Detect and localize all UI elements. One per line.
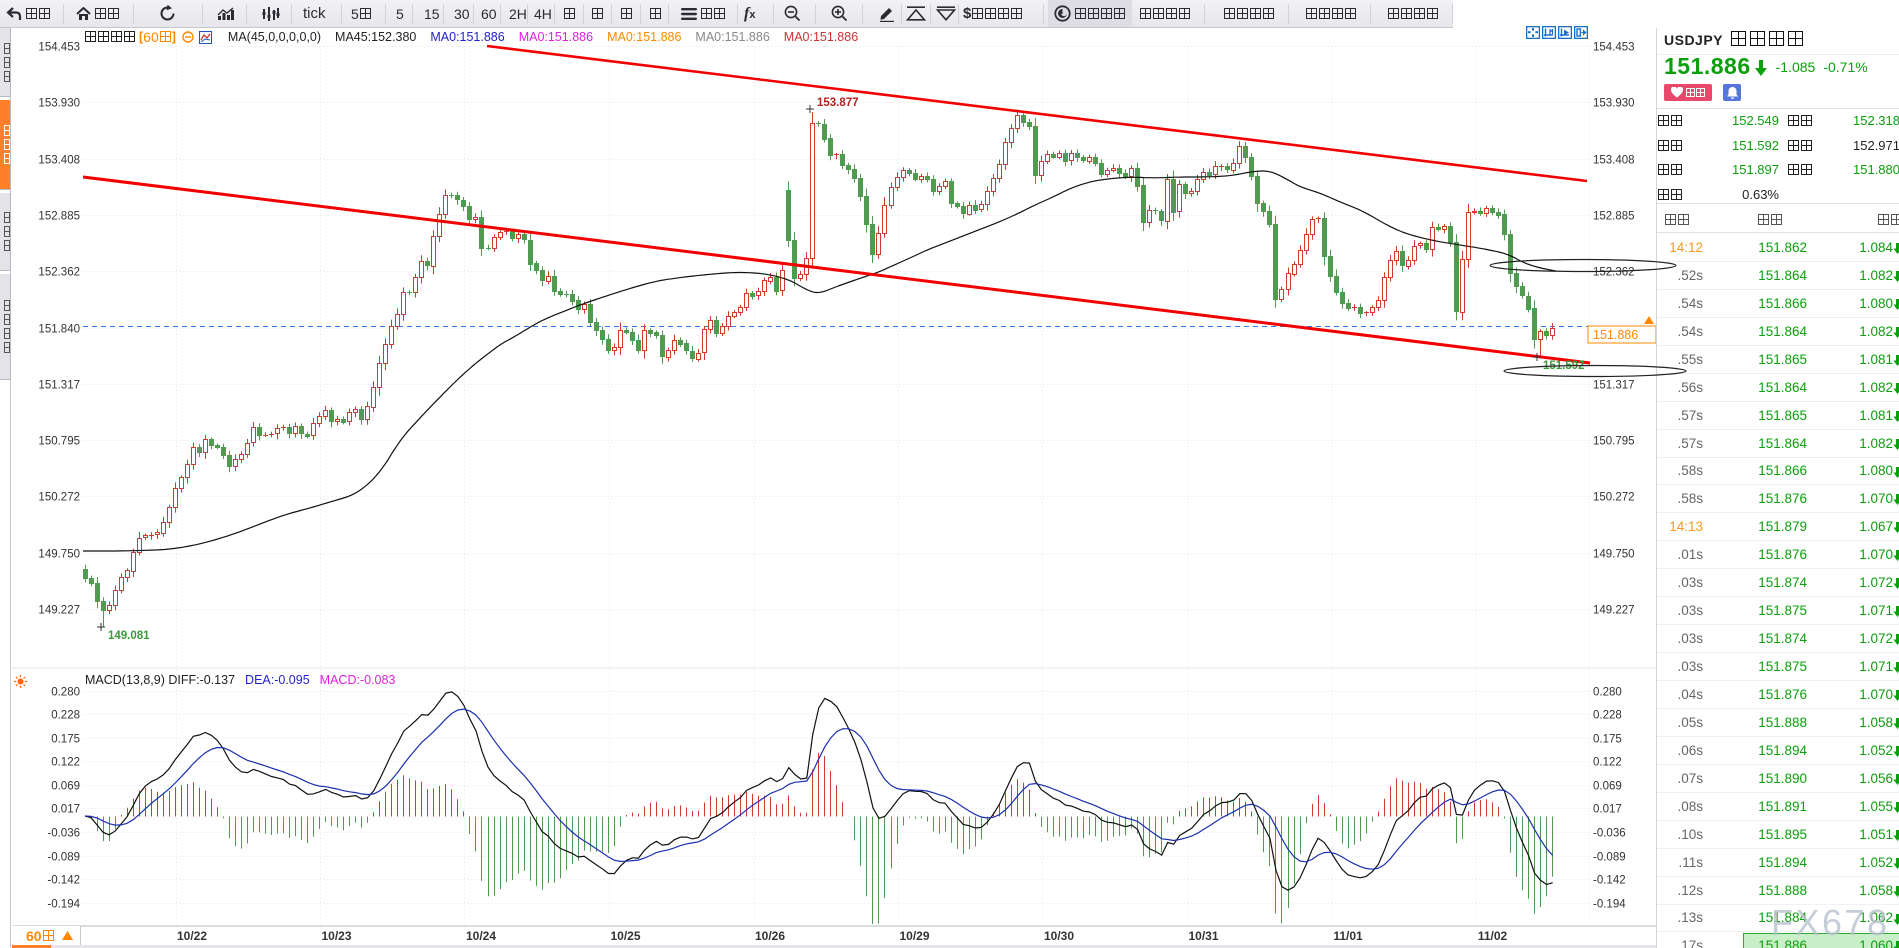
svg-text:152.885: 152.885 <box>1593 211 1635 223</box>
svg-text:150.795: 150.795 <box>1593 436 1635 448</box>
svg-text:151.886: 151.886 <box>1593 328 1638 342</box>
svg-text:-0.194: -0.194 <box>1593 899 1626 911</box>
svg-text:150.272: 150.272 <box>38 492 80 504</box>
svg-text:153.408: 153.408 <box>38 155 80 167</box>
svg-text:10/24: 10/24 <box>466 929 496 943</box>
svg-text:0.280: 0.280 <box>1593 687 1622 699</box>
svg-text:154.453: 154.453 <box>1593 42 1635 54</box>
svg-text:-0.142: -0.142 <box>47 875 80 887</box>
svg-text:10/26: 10/26 <box>755 929 785 943</box>
svg-text:-0.036: -0.036 <box>1593 828 1626 840</box>
svg-text:150.272: 150.272 <box>1593 492 1635 504</box>
svg-text:149.227: 149.227 <box>38 605 80 617</box>
svg-text:153.877: 153.877 <box>817 97 859 109</box>
svg-text:11/01: 11/01 <box>1333 929 1363 943</box>
svg-text:-0.089: -0.089 <box>1593 852 1626 864</box>
svg-text:0.228: 0.228 <box>51 710 80 722</box>
svg-text:10/29: 10/29 <box>899 929 929 943</box>
svg-text:151.840: 151.840 <box>38 324 80 336</box>
svg-text:10/25: 10/25 <box>610 929 640 943</box>
svg-text:-0.036: -0.036 <box>47 828 80 840</box>
svg-text:-0.089: -0.089 <box>47 852 80 864</box>
svg-text:149.750: 149.750 <box>38 549 80 561</box>
svg-text:11/02: 11/02 <box>1478 929 1508 943</box>
svg-text:0.122: 0.122 <box>51 757 80 769</box>
svg-text:152.362: 152.362 <box>1593 267 1635 279</box>
svg-text:0.017: 0.017 <box>1593 804 1622 816</box>
svg-text:0.228: 0.228 <box>1593 710 1622 722</box>
svg-text:149.750: 149.750 <box>1593 549 1635 561</box>
svg-text:153.930: 153.930 <box>1593 98 1635 110</box>
svg-text:150.795: 150.795 <box>38 436 80 448</box>
svg-text:0.017: 0.017 <box>51 804 80 816</box>
svg-text:10/30: 10/30 <box>1044 929 1074 943</box>
svg-text:10/31: 10/31 <box>1188 929 1218 943</box>
svg-text:10/22: 10/22 <box>177 929 207 943</box>
svg-text:-0.194: -0.194 <box>47 899 80 911</box>
svg-text:153.930: 153.930 <box>38 98 80 110</box>
svg-text:0.069: 0.069 <box>51 781 80 793</box>
svg-text:149.081: 149.081 <box>108 630 150 642</box>
svg-text:0.069: 0.069 <box>1593 781 1622 793</box>
svg-text:0.175: 0.175 <box>1593 734 1622 746</box>
svg-text:154.453: 154.453 <box>38 42 80 54</box>
svg-text:0.280: 0.280 <box>51 687 80 699</box>
svg-text:0.122: 0.122 <box>1593 757 1622 769</box>
svg-text:0.175: 0.175 <box>51 734 80 746</box>
svg-text:153.408: 153.408 <box>1593 155 1635 167</box>
svg-text:-0.142: -0.142 <box>1593 875 1626 887</box>
svg-text:152.362: 152.362 <box>38 267 80 279</box>
svg-text:151.317: 151.317 <box>38 380 80 392</box>
svg-text:152.885: 152.885 <box>38 211 80 223</box>
svg-text:151.317: 151.317 <box>1593 380 1635 392</box>
svg-text:10/23: 10/23 <box>321 929 351 943</box>
svg-text:151.592: 151.592 <box>1543 360 1585 372</box>
svg-text:149.227: 149.227 <box>1593 605 1635 617</box>
